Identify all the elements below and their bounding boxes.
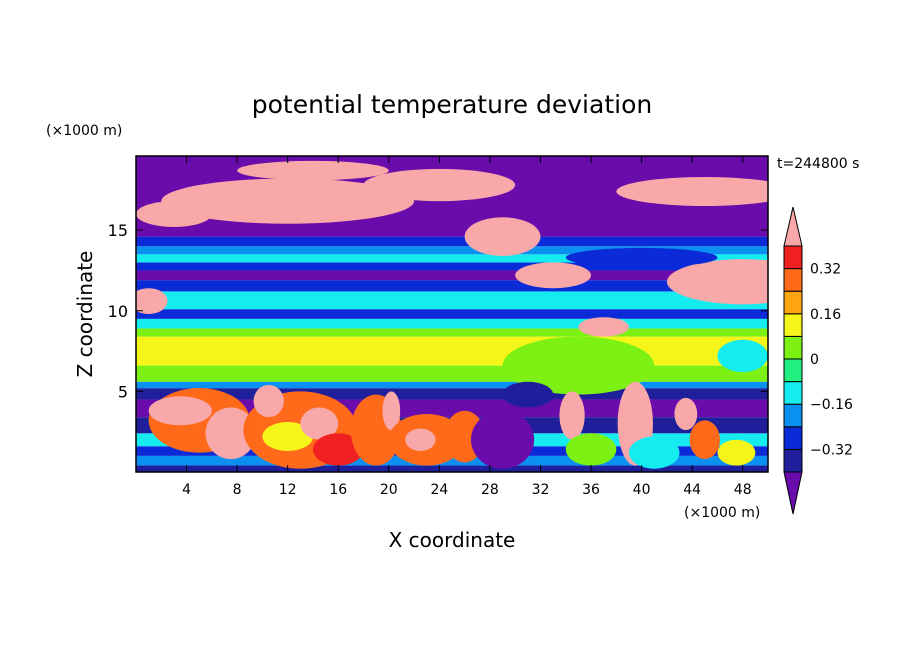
time-label: t=244800 s xyxy=(777,156,859,172)
x-tick-label: 12 xyxy=(279,482,297,498)
contour-cell-22 xyxy=(382,391,401,431)
contour-band-14 xyxy=(136,280,768,292)
colorbar-tick-label: −0.16 xyxy=(810,397,853,413)
chart-title: potential temperature deviation xyxy=(252,90,652,119)
contour-cell-26 xyxy=(470,410,535,469)
y-tick-label: 10 xyxy=(108,302,128,321)
x-tick-label: 48 xyxy=(734,482,752,498)
contour-cell-17 xyxy=(262,422,313,452)
colorbar-segment xyxy=(783,313,803,337)
y-tick-label: 15 xyxy=(108,221,128,240)
contour-band-0 xyxy=(136,465,768,472)
contour-cell-19 xyxy=(300,407,339,440)
colorbar-segment xyxy=(783,245,803,270)
contour-band-1 xyxy=(136,455,768,466)
contour-cell-3 xyxy=(136,201,212,227)
contour-band-16 xyxy=(136,262,768,271)
colorbar: 0.32 0.16 0 −0.16 −0.32 xyxy=(783,206,853,515)
contour-cell-20 xyxy=(312,433,364,466)
contour-band-12 xyxy=(136,309,768,319)
contour-cell-24 xyxy=(405,428,436,452)
contour-cell-15 xyxy=(205,407,257,460)
x-tick-label: 36 xyxy=(582,482,600,498)
colorbar-tick-label: 0.16 xyxy=(810,307,841,323)
contour-band-9 xyxy=(136,336,768,366)
contour-band-19 xyxy=(136,236,768,247)
contour-cell-6 xyxy=(616,176,768,206)
contour-cell-18 xyxy=(253,384,284,418)
contour-cell-14 xyxy=(148,396,212,426)
contour-field xyxy=(136,156,768,472)
x-tick-label: 24 xyxy=(430,482,448,498)
x-tick-label: 44 xyxy=(683,482,701,498)
contour-band-17 xyxy=(136,254,768,263)
colorbar-segment xyxy=(783,268,803,292)
x-axis: 4 8 12 16 20 24 28 32 36 40 44 48 xyxy=(182,156,752,498)
contour-band-8 xyxy=(136,365,768,382)
y-axis-label: Z coordinate xyxy=(73,251,97,378)
colorbar-extend-max xyxy=(783,206,803,247)
contour-cell-9 xyxy=(136,288,168,314)
plot-frame xyxy=(135,155,769,473)
colorbar-tick-label: −0.32 xyxy=(810,442,853,458)
contour-cell-34 xyxy=(502,381,554,408)
contour-cell-11 xyxy=(502,336,655,395)
x-tick-label: 28 xyxy=(481,482,499,498)
contour-band-10 xyxy=(136,328,768,337)
contour-cell-30 xyxy=(628,436,680,469)
colorbar-tick-label: 0.32 xyxy=(810,262,841,278)
x-tick-label: 16 xyxy=(329,482,347,498)
contour-band-7 xyxy=(136,381,768,389)
contour-cell-32 xyxy=(689,420,720,460)
contour-cell-28 xyxy=(565,433,617,466)
colorbar-segment xyxy=(783,358,803,383)
contour-cell-10 xyxy=(565,247,718,268)
contour-cell-7 xyxy=(666,259,768,305)
x-tick-label: 8 xyxy=(233,482,242,498)
x-axis-label: X coordinate xyxy=(389,528,516,552)
contour-cell-8 xyxy=(578,317,629,337)
colorbar-segment xyxy=(783,290,803,315)
colorbar-segment xyxy=(783,335,803,360)
x-tick-label: 20 xyxy=(380,482,398,498)
colorbar-segment xyxy=(783,381,803,405)
colorbar-segment xyxy=(783,448,803,473)
colorbar-segment xyxy=(783,403,803,428)
contour-cell-27 xyxy=(559,391,585,440)
colorbar-segment xyxy=(783,426,803,450)
x-tick-label: 32 xyxy=(532,482,550,498)
colorbar-extend-min xyxy=(783,471,803,515)
y-tick-label: 5 xyxy=(118,382,128,401)
colorbar-tick-label: 0 xyxy=(810,352,819,368)
contour-cell-0 xyxy=(161,178,415,224)
y-units-label: (×1000 m) xyxy=(46,123,122,139)
x-tick-label: 40 xyxy=(633,482,651,498)
contour-cell-5 xyxy=(515,262,592,289)
contour-cell-1 xyxy=(363,168,516,202)
contour-band-11 xyxy=(136,318,768,329)
contour-band-18 xyxy=(136,246,768,255)
contour-cell-12 xyxy=(717,339,768,373)
x-units-label: (×1000 m) xyxy=(684,505,760,521)
contour-cell-31 xyxy=(674,397,698,431)
contour-band-15 xyxy=(136,270,768,281)
contour-band-13 xyxy=(136,291,768,310)
contour-band-6 xyxy=(136,388,768,400)
x-tick-label: 4 xyxy=(182,482,191,498)
contour-cell-2 xyxy=(237,160,389,181)
contour-cell-33 xyxy=(717,439,756,466)
contour-cell-4 xyxy=(464,217,541,256)
y-axis: 5 10 15 xyxy=(108,221,768,401)
